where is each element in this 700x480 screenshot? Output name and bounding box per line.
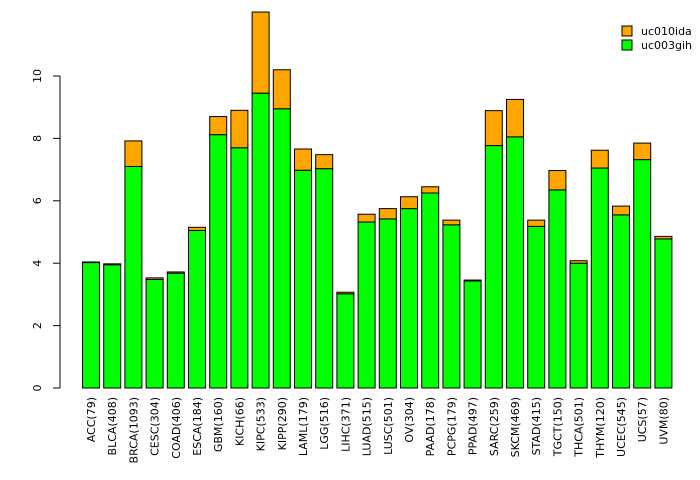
x-tick-label: UVM(80)	[657, 397, 670, 445]
x-tick-label: PCPG(179)	[445, 397, 458, 456]
bar-uc003gih	[209, 134, 228, 389]
x-tick-label: STAD(415)	[530, 397, 543, 455]
bar-uc010ida	[145, 277, 164, 280]
bar-uc010ida	[484, 110, 503, 147]
bar-uc003gih	[612, 214, 630, 389]
bar-uc010ida	[82, 261, 100, 264]
bar-uc003gih	[336, 293, 355, 389]
bar-uc010ida	[506, 98, 524, 138]
x-tick-label: PAAD(178)	[424, 397, 437, 456]
bar-uc003gih	[124, 165, 143, 389]
bar-uc010ida	[188, 226, 206, 231]
bar-uc003gih	[527, 225, 546, 389]
x-tick-label: LUSC(501)	[382, 397, 395, 455]
bar-uc010ida	[294, 148, 312, 171]
x-tick-label: LIHC(371)	[339, 397, 352, 452]
bar-uc003gih	[590, 167, 609, 389]
bar-uc010ida	[463, 279, 482, 282]
x-tick-label: KICH(66)	[233, 397, 246, 446]
bar-uc003gih	[463, 280, 482, 389]
x-tick-label: SARC(259)	[488, 397, 501, 456]
x-tick-label: ACC(79)	[85, 397, 98, 442]
bar-uc010ida	[569, 260, 588, 264]
x-tick-label: THYM(120)	[594, 397, 607, 459]
x-tick-label: SKCM(469)	[509, 397, 522, 457]
bar-uc003gih	[548, 189, 567, 389]
bar-uc003gih	[569, 262, 588, 389]
bar-uc010ida	[315, 154, 334, 170]
bar-uc003gih	[378, 218, 397, 389]
bar-uc003gih	[484, 145, 503, 389]
bar-uc010ida	[442, 219, 461, 226]
bar-uc003gih	[166, 272, 185, 389]
bar-uc010ida	[548, 170, 567, 191]
bar-uc003gih	[442, 224, 461, 389]
x-tick-label: CESC(304)	[149, 397, 162, 456]
legend-swatch	[621, 25, 633, 37]
bar-uc003gih	[294, 169, 312, 389]
x-tick-label: BRCA(1093)	[127, 397, 140, 463]
x-tick-label: GBM(160)	[212, 397, 225, 452]
x-tick-label: PPAD(497)	[467, 397, 480, 455]
x-tick-label: LGG(516)	[318, 397, 331, 450]
x-tick-label: OV(304)	[403, 397, 416, 443]
x-tick-label: LUAD(515)	[361, 397, 374, 456]
y-tick-label: 0	[31, 385, 44, 392]
bar-uc003gih	[357, 221, 376, 389]
bars-group	[82, 11, 673, 389]
x-tick-label: THCA(501)	[573, 397, 586, 458]
bar-uc010ida	[378, 208, 397, 220]
x-tick-label: UCEC(545)	[615, 397, 628, 457]
bar-uc010ida	[209, 116, 228, 136]
bar-uc010ida	[103, 263, 122, 266]
x-axis-labels: ACC(79) BLCA(408) BRCA(1093) CESC(304) COAD(…	[85, 397, 670, 463]
bar-uc003gih	[272, 108, 291, 389]
bar-uc003gih	[145, 278, 164, 389]
bar-uc003gih	[103, 264, 122, 389]
bar-uc010ida	[357, 213, 376, 223]
x-tick-label: LAML(179)	[297, 397, 310, 456]
y-tick-label: 2	[31, 322, 44, 329]
y-tick-label: 10	[31, 69, 44, 83]
bar-uc003gih	[506, 136, 524, 389]
y-tick-label: 6	[31, 197, 44, 204]
bar-uc010ida	[590, 149, 609, 169]
x-tick-label: KIPP(290)	[276, 397, 289, 450]
bar-uc010ida	[336, 291, 355, 295]
bar-uc010ida	[654, 235, 673, 240]
bar-uc003gih	[654, 238, 673, 389]
bar-uc010ida	[124, 140, 143, 167]
bar-uc003gih	[82, 262, 100, 389]
bar-uc010ida	[272, 69, 291, 110]
bar-uc003gih	[230, 147, 249, 389]
bar-uc010ida	[527, 219, 546, 227]
legend-label: uc003gih	[641, 39, 692, 52]
y-axis: 0 2 4 6 8 10	[31, 69, 61, 392]
x-tick-label: KIPC(533)	[255, 397, 268, 451]
bar-uc010ida	[421, 186, 440, 194]
bar-uc010ida	[230, 109, 249, 149]
bar-uc003gih	[421, 192, 440, 389]
bar-uc010ida	[612, 205, 630, 216]
bar-uc010ida	[400, 196, 418, 210]
x-tick-label: TGCT(150)	[551, 397, 564, 457]
bar-uc010ida	[633, 142, 652, 161]
bar-uc003gih	[251, 92, 270, 389]
y-tick-label: 4	[31, 260, 44, 267]
x-tick-label: UCS(57)	[636, 397, 649, 442]
y-tick-label: 8	[31, 135, 44, 142]
bar-uc003gih	[633, 159, 652, 389]
x-tick-label: BLCA(408)	[106, 397, 119, 455]
bar-uc010ida	[251, 11, 270, 94]
legend-swatch	[621, 39, 633, 51]
x-tick-label: COAD(406)	[170, 397, 183, 459]
x-tick-label: ESCA(184)	[191, 397, 204, 456]
bar-uc003gih	[315, 168, 334, 389]
bar-uc010ida	[166, 271, 185, 274]
bar-uc003gih	[400, 208, 418, 389]
bar-uc003gih	[188, 229, 206, 389]
legend-label: uc010ida	[641, 25, 692, 38]
